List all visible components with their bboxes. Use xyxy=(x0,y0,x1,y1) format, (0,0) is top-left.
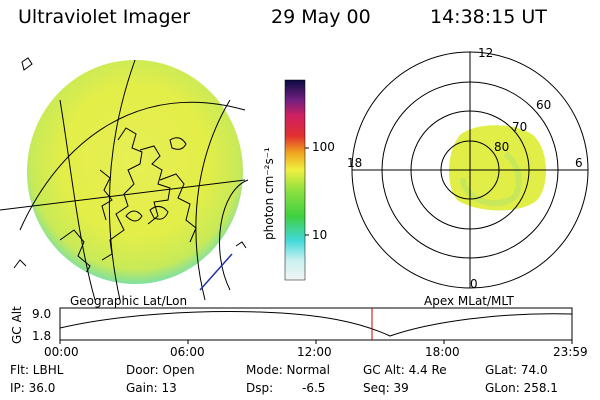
date-label: 29 May 00 xyxy=(271,6,371,28)
info-mode: Mode: Normal xyxy=(246,363,330,377)
info-dsp-label: Dsp: xyxy=(246,381,274,395)
info-gain: Gain: 13 xyxy=(126,381,177,395)
info-dsp-value: -6.5 xyxy=(302,381,326,395)
app-title: Ultraviolet Imager xyxy=(18,6,191,28)
x-ticks xyxy=(59,340,573,344)
mlat-label-70: 70 xyxy=(512,120,528,134)
colorbar xyxy=(284,79,309,281)
x-tick-2359: 23:59 xyxy=(553,345,588,359)
graticule xyxy=(0,59,249,301)
polar-grid xyxy=(351,51,589,289)
polar-plot xyxy=(351,51,589,289)
altitude-timeline xyxy=(59,307,573,344)
info-seq: Seq: 39 xyxy=(363,381,409,395)
info-door: Door: Open xyxy=(126,363,195,377)
colorbar-unit-label: photon cm⁻²s⁻¹ xyxy=(262,147,276,240)
mlt-label-18: 18 xyxy=(347,156,363,170)
info-flt: Flt: LBHL xyxy=(10,363,64,377)
x-tick-0000: 00:00 xyxy=(44,345,79,359)
y-tick-high: 9.0 xyxy=(32,307,52,321)
info-gc-alt: GC Alt: 4.4 Re xyxy=(363,363,447,377)
mlt-label-12: 12 xyxy=(478,46,494,60)
altitude-curve xyxy=(59,311,573,337)
y-axis-title: GC Alt xyxy=(10,306,24,344)
colorbar-tick-10: 10 xyxy=(312,228,328,242)
colorbar-tick-100: 100 xyxy=(312,140,335,154)
timeline-left-label: Geographic Lat/Lon xyxy=(70,294,188,308)
info-ip: IP: 36.0 xyxy=(10,381,56,395)
mlt-label-0: 0 xyxy=(470,277,478,291)
mlat-label-80: 80 xyxy=(494,140,510,154)
x-tick-0600: 06:00 xyxy=(170,345,205,359)
time-label: 14:38:15 UT xyxy=(430,6,547,28)
y-tick-low: 1.8 xyxy=(32,329,52,343)
info-glat: GLat: 74.0 xyxy=(485,363,548,377)
mlat-label-60: 60 xyxy=(536,98,552,112)
info-glon: GLon: 258.1 xyxy=(485,381,558,395)
mlt-label-6: 6 xyxy=(575,156,583,170)
x-tick-1200: 12:00 xyxy=(297,345,332,359)
auroral-disc xyxy=(27,60,243,284)
geographic-image xyxy=(0,57,249,301)
timeline-right-label: Apex MLat/MLT xyxy=(424,294,514,308)
x-tick-1800: 18:00 xyxy=(425,345,460,359)
auroral-oval xyxy=(449,125,547,211)
coastline-overlay xyxy=(59,127,197,281)
corner-coastline xyxy=(13,57,247,269)
